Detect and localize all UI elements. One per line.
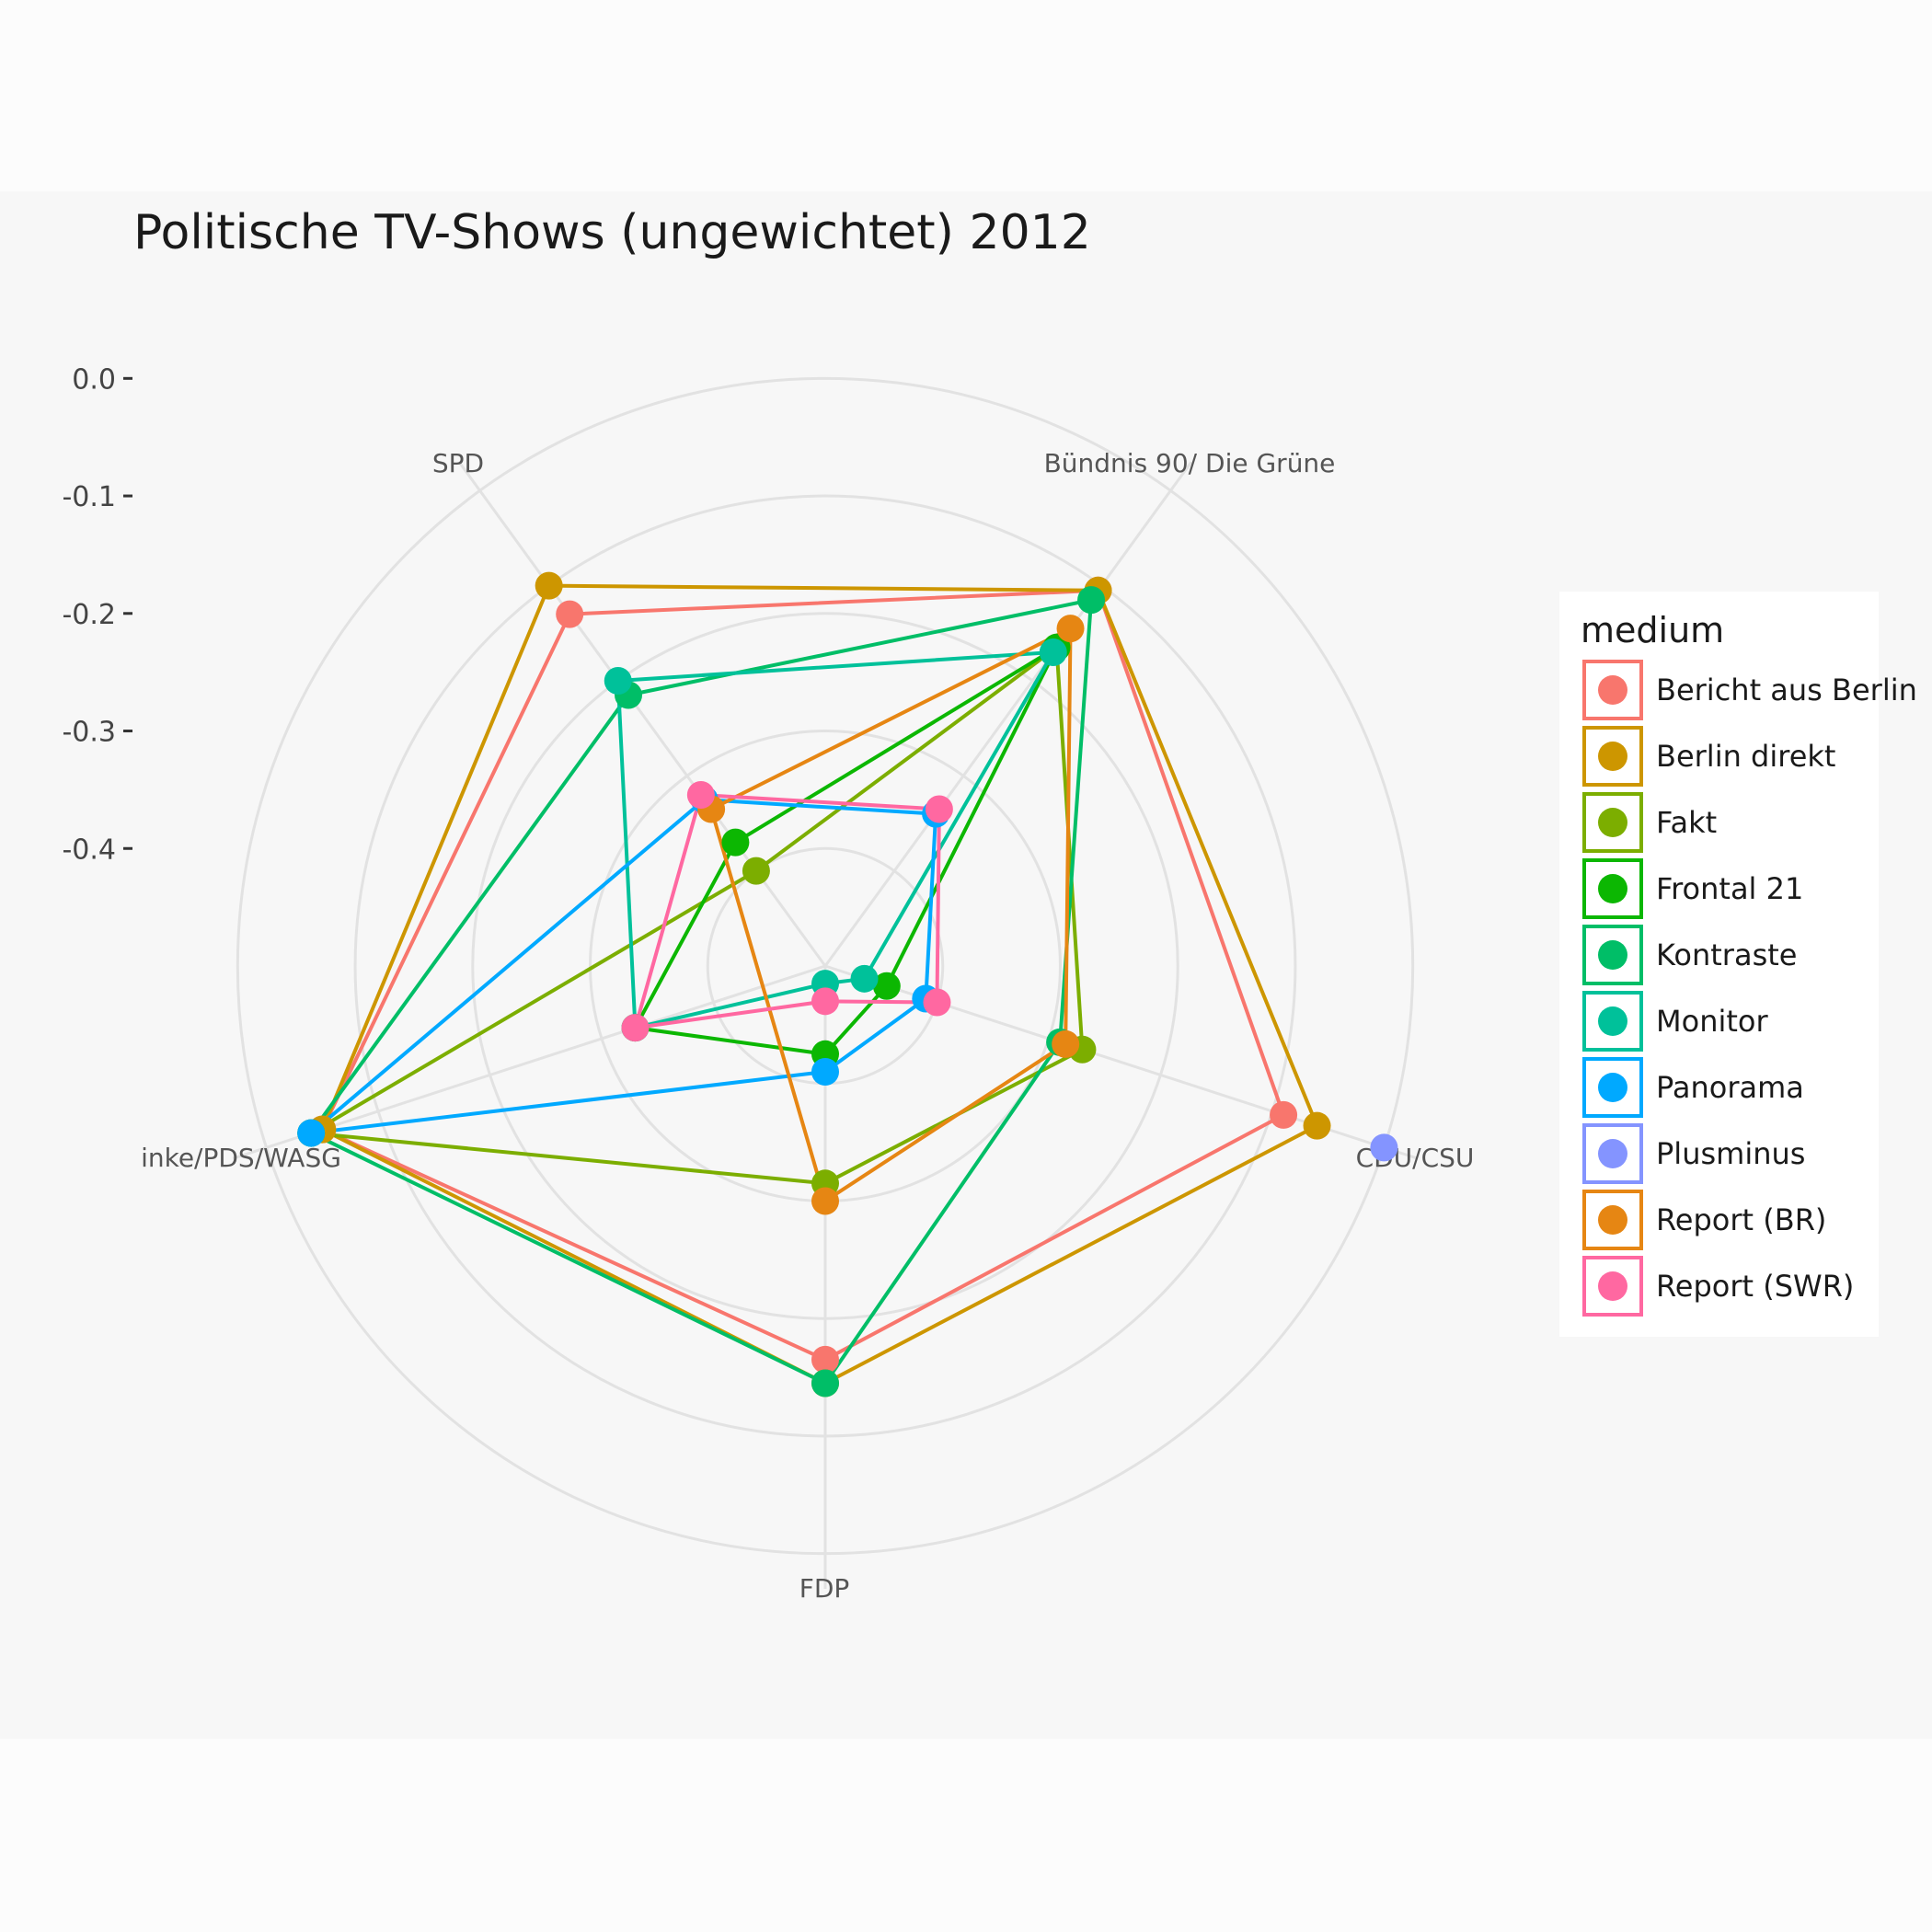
series-line-0: [320, 588, 1286, 1362]
data-point-0-0: [556, 600, 584, 628]
legend-dot-1: [1598, 742, 1627, 771]
legend-label-2: Fakt: [1656, 805, 1717, 840]
legend-label-5: Monitor: [1656, 1004, 1768, 1039]
data-point-9-2: [923, 988, 951, 1017]
data-point-9-4: [621, 1014, 650, 1042]
legend-dot-5: [1598, 1006, 1627, 1036]
tick-label-3: -0.3: [62, 717, 116, 749]
legend-dot-8: [1598, 1205, 1627, 1235]
data-point-6-3: [811, 1057, 839, 1086]
series-line-6: [309, 798, 938, 1135]
data-point-8-3: [811, 1187, 839, 1215]
spoke-1: [823, 461, 1193, 967]
legend-label-3: Frontal 21: [1656, 871, 1803, 906]
data-point-8-2: [1052, 1029, 1080, 1058]
legend-key-0: [1582, 660, 1643, 720]
data-point-9-3: [811, 987, 839, 1016]
legend-dot-7: [1598, 1139, 1627, 1168]
data-point-5-1: [1039, 638, 1067, 666]
data-point-4-1: [1077, 586, 1106, 615]
axis-label-3: FDP: [799, 1573, 850, 1604]
data-point-4-3: [811, 1369, 839, 1397]
data-point-7-2: [1370, 1133, 1398, 1162]
chart-title: Politische TV-Shows (ungewichtet) 2012: [133, 205, 1091, 260]
data-point-3-0: [721, 828, 750, 857]
legend-dot-0: [1598, 675, 1627, 705]
series-line-4: [309, 598, 1094, 1386]
series-line-3: [633, 645, 1059, 1056]
legend-dot-6: [1598, 1073, 1627, 1102]
legend-label-1: Berlin direkt: [1656, 739, 1835, 774]
data-point-9-0: [686, 780, 715, 809]
legend-items: Bericht aus Berlin Berlin direkt Fakt Front…: [1582, 660, 1917, 1317]
data-point-0-3: [811, 1345, 839, 1374]
data-point-3-2: [872, 972, 901, 1000]
legend-title: medium: [1581, 610, 1724, 650]
legend-label-0: Bericht aus Berlin: [1656, 673, 1917, 707]
axis-label-1: Bündnis 90/ Die Grüne: [1044, 448, 1336, 478]
legend-dot-4: [1598, 940, 1627, 970]
data-point-2-0: [742, 857, 770, 885]
legend-dot-2: [1598, 808, 1627, 837]
data-point-6-4: [297, 1119, 326, 1147]
legend-label-6: Panorama: [1656, 1070, 1804, 1105]
series-lines: [309, 583, 1319, 1386]
legend-label-7: Plusminus: [1656, 1136, 1805, 1171]
legend-label-4: Kontraste: [1656, 937, 1797, 972]
data-point-1-0: [535, 571, 563, 600]
data-point-8-1: [1056, 615, 1085, 643]
tick-label-0: 0.0: [72, 363, 116, 396]
axis-label-4: inke/PDS/WASG: [141, 1143, 341, 1173]
series-line-1: [320, 583, 1319, 1386]
data-point-5-0: [604, 666, 632, 695]
series-line-9: [633, 792, 941, 1030]
series-line-5: [615, 650, 1055, 1030]
radial-axis-ticks: 0.0 -0.1 -0.2 -0.3 -0.4: [62, 363, 132, 866]
data-point-5-2: [850, 964, 879, 993]
tick-label-1: -0.1: [62, 481, 116, 513]
legend: medium Bericht aus Berlin Berlin direkt Fa…: [1559, 592, 1917, 1337]
series-points: [297, 571, 1398, 1397]
tick-label-4: -0.4: [62, 834, 116, 866]
legend-label-9: Report (SWR): [1656, 1269, 1854, 1304]
legend-dot-3: [1598, 874, 1627, 903]
legend-dot-9: [1598, 1271, 1627, 1301]
data-point-1-2: [1303, 1111, 1331, 1140]
data-point-9-1: [925, 795, 953, 823]
tick-label-2: -0.2: [62, 599, 116, 631]
legend-label-8: Report (BR): [1656, 1202, 1826, 1237]
axis-label-0: SPD: [432, 448, 484, 478]
data-point-0-2: [1270, 1100, 1298, 1129]
